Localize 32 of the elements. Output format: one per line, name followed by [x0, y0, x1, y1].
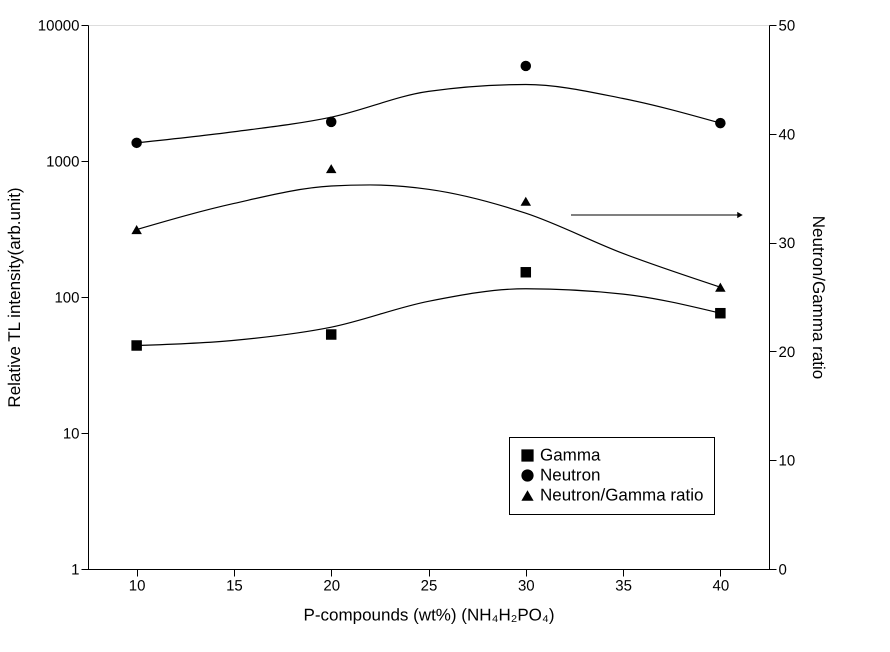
- point: [715, 118, 726, 128]
- legend-label: Gamma: [540, 446, 601, 464]
- y-tick-label: 100: [54, 290, 80, 306]
- point: [520, 267, 532, 278]
- point: [131, 138, 142, 148]
- y-tick-label: 10000: [38, 18, 80, 34]
- point: [131, 340, 142, 351]
- y-tick-label: 1: [71, 562, 80, 578]
- point: [520, 60, 532, 72]
- point: [326, 116, 336, 128]
- x-tick-label: 15: [226, 578, 243, 594]
- x-tick-label: 25: [420, 578, 438, 594]
- y-tick-label: 1000: [46, 154, 80, 170]
- y2-tick-label: 30: [778, 235, 796, 252]
- legend-label: Neutron: [540, 466, 600, 484]
- legend-label: Neutron/Gamma ratio: [540, 486, 704, 504]
- x-tick-label: 20: [323, 578, 340, 594]
- x-tick-label: 30: [518, 578, 535, 594]
- x-axis-title: P-compounds (wt%) (NH₄H₂PO₄): [304, 606, 554, 624]
- point: [326, 329, 336, 340]
- y2-axis-title: Neutron/Gamma ratio: [809, 216, 828, 380]
- y2-tick-label: 40: [778, 126, 796, 144]
- y2-tick-label: 0: [778, 562, 787, 578]
- y-axis-title: Relative TL intensity(arb.unit): [4, 187, 24, 408]
- x-tick-label: 40: [712, 578, 730, 594]
- y2-tick-label: 50: [778, 18, 796, 34]
- x-tick-label: 35: [615, 578, 632, 594]
- y2-tick-label: 10: [778, 452, 796, 470]
- x-tick-label: 10: [128, 578, 146, 594]
- y-tick-label: 10: [62, 426, 80, 442]
- point: [715, 308, 726, 318]
- y2-tick-label: 20: [778, 344, 796, 361]
